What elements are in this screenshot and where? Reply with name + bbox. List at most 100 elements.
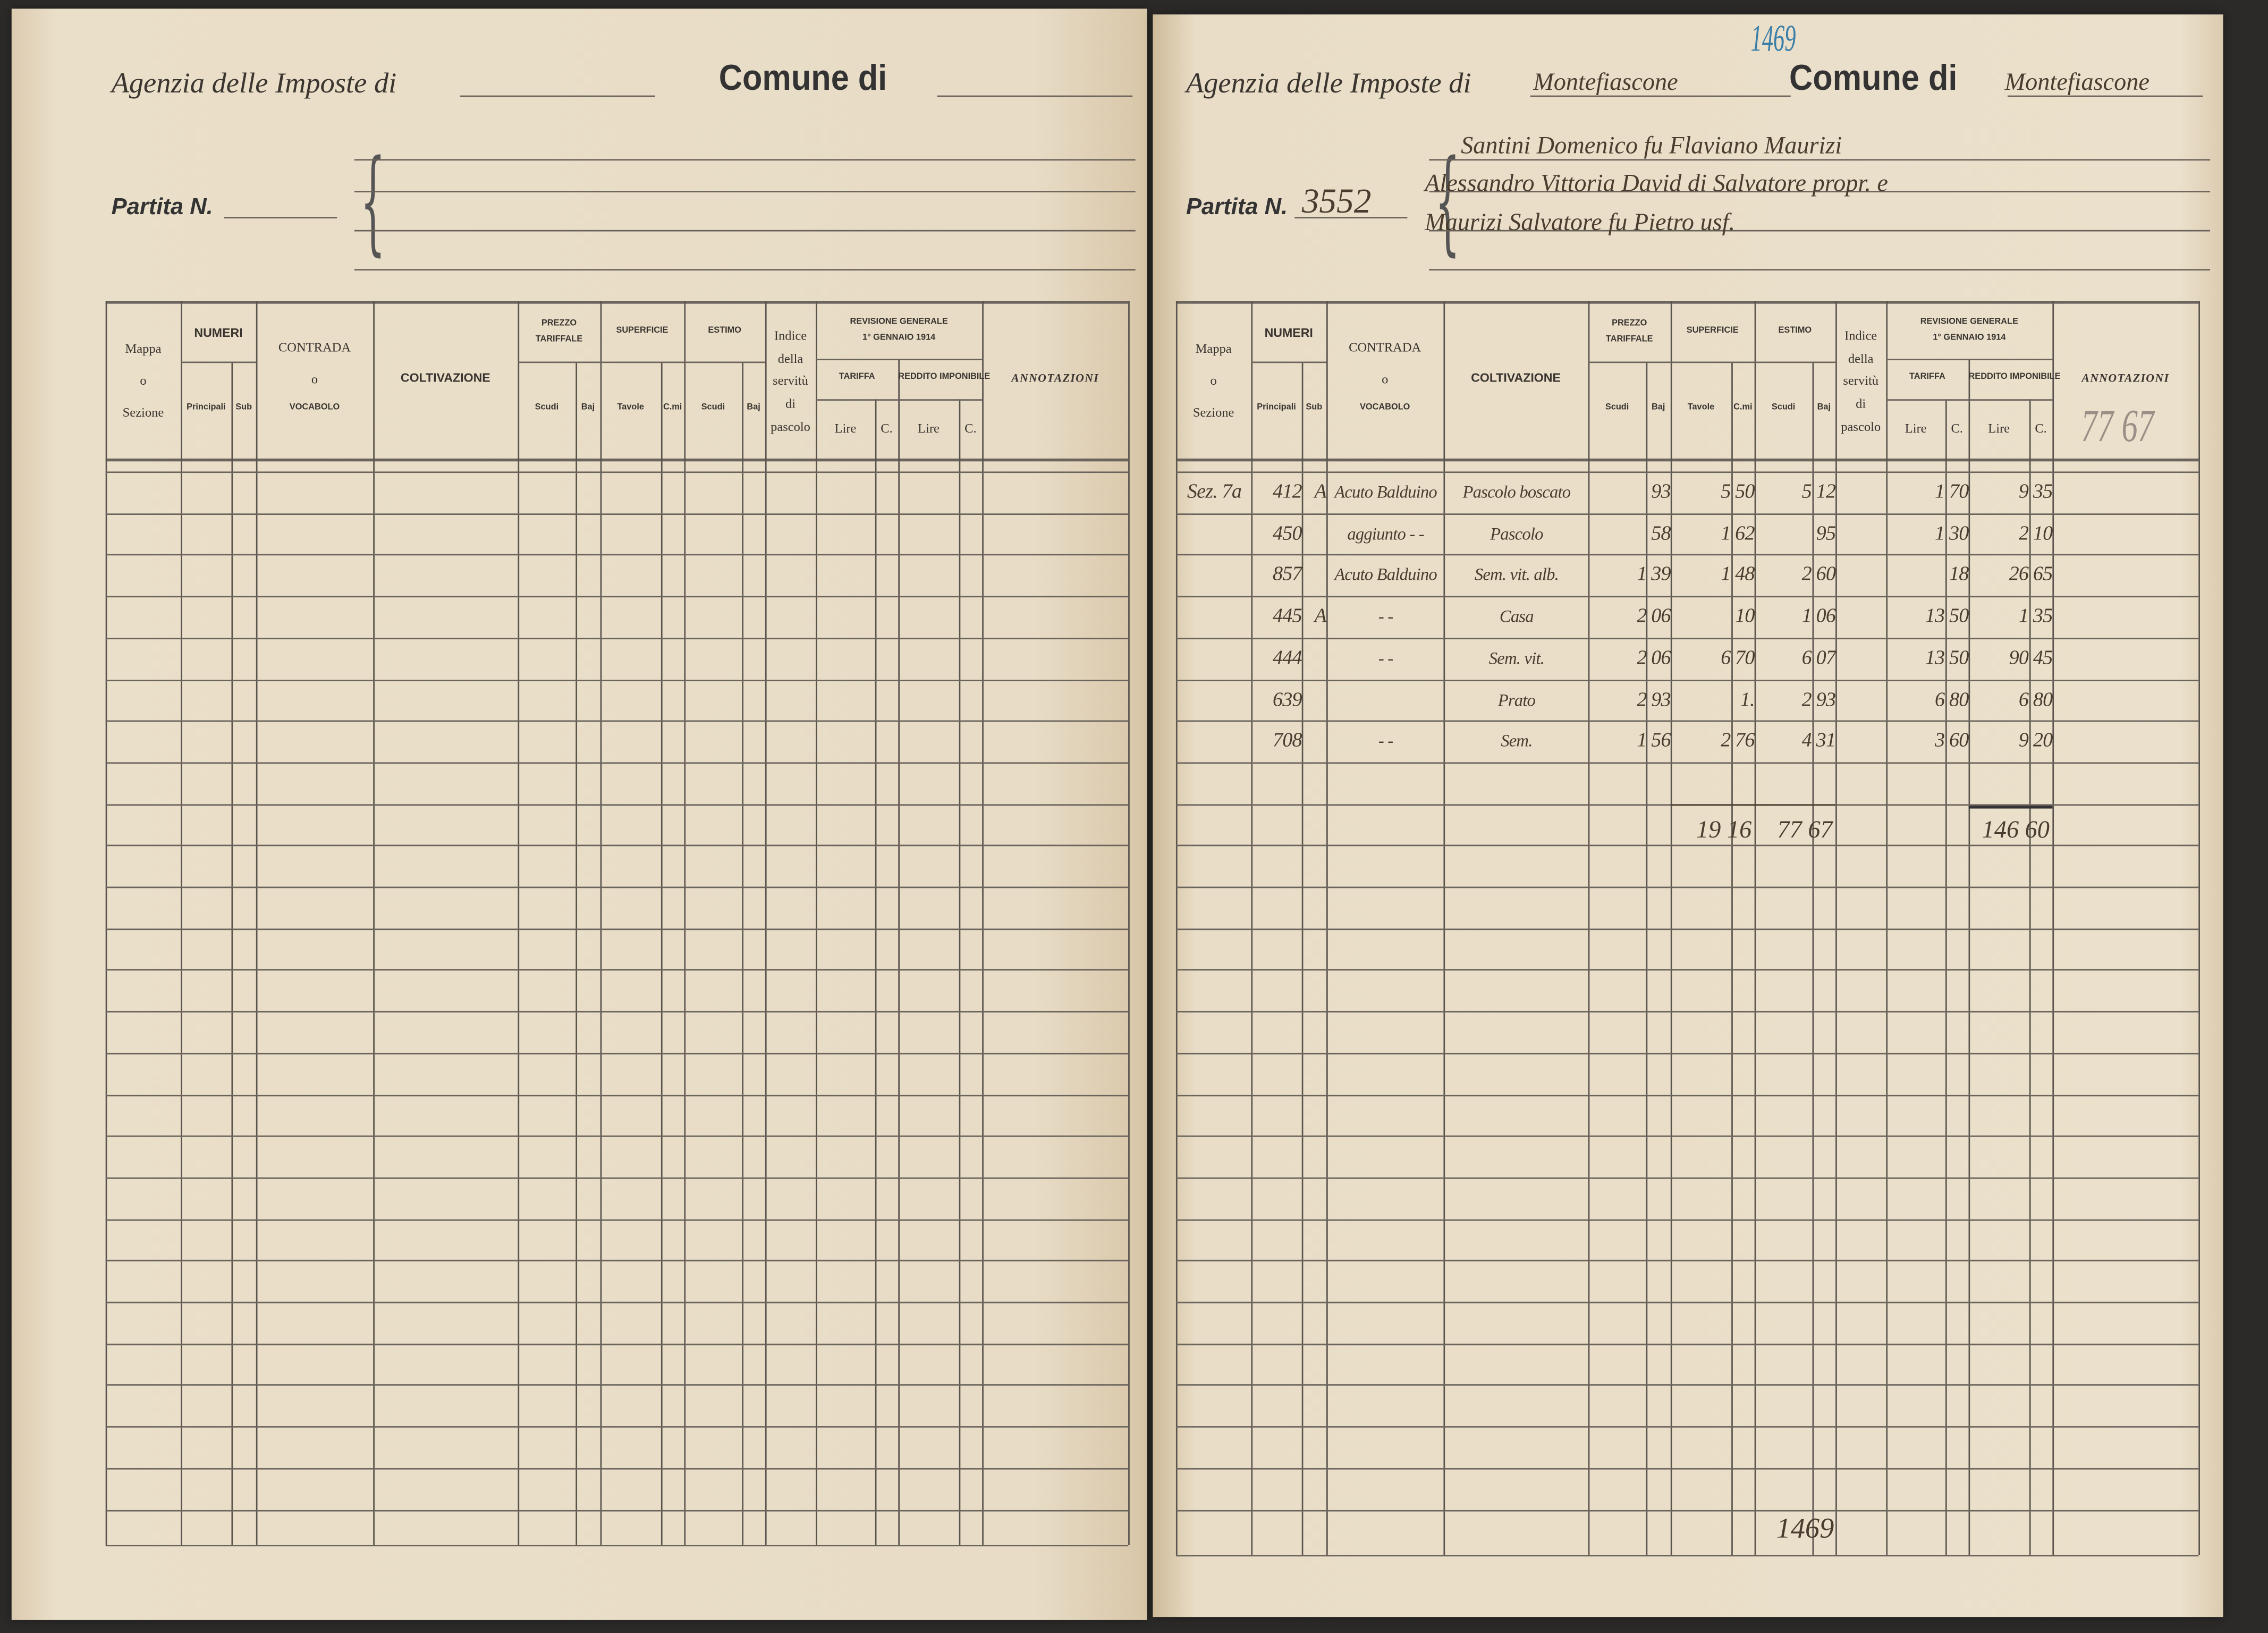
right-column-line bbox=[1588, 301, 1590, 1555]
left-partita-label: Partita N. bbox=[111, 195, 213, 220]
left-subcolumn-line bbox=[661, 361, 663, 1545]
left-header-scudi: Scudi bbox=[535, 403, 559, 412]
right-header-prezzo: TARIFFALE bbox=[1605, 335, 1653, 344]
total-superficie: 19 16 bbox=[1696, 816, 1752, 843]
left-row-line bbox=[105, 1260, 1129, 1262]
stamp-number: 1469 bbox=[1750, 17, 1796, 60]
table-cell-estimo: 6 07 bbox=[1801, 647, 1836, 670]
left-row-line bbox=[105, 928, 1129, 930]
right-header-sub: Sub bbox=[1306, 403, 1323, 412]
table-cell-estimo: 2 93 bbox=[1801, 689, 1836, 711]
right-header-baj: Baj bbox=[1651, 403, 1665, 412]
right-subcolumn-line bbox=[1812, 361, 1814, 1555]
right-row-line bbox=[1175, 1136, 2199, 1137]
left-column-line bbox=[373, 301, 375, 1545]
table-cell-sub: A bbox=[1314, 606, 1326, 628]
right-comune-label: Comune di bbox=[1789, 57, 1958, 99]
right-row-line bbox=[1175, 637, 2199, 639]
left-header-contrada: VOCABOLO bbox=[289, 403, 340, 412]
left-row-line bbox=[105, 471, 1129, 473]
left-header-annotazioni: ANNOTAZIONI bbox=[1011, 371, 1099, 385]
table-cell-contrada: aggiunto - - bbox=[1347, 523, 1424, 544]
left-header-c: C. bbox=[964, 421, 977, 436]
left-header-contrada: o bbox=[311, 371, 318, 386]
left-comune-line bbox=[937, 95, 1133, 97]
table-cell-prezzo: 58 bbox=[1651, 523, 1671, 545]
left-header-scudi: Scudi bbox=[701, 403, 725, 412]
left-column-line bbox=[256, 301, 258, 1545]
left-agency-line bbox=[460, 95, 656, 97]
left-header-c: C. bbox=[881, 421, 893, 436]
left-agency-label: Agenzia delle Imposte di bbox=[111, 67, 397, 100]
left-header-contrada: CONTRADA bbox=[278, 340, 351, 354]
table-cell-superficie: 2 76 bbox=[1721, 731, 1755, 752]
left-row-line bbox=[105, 554, 1129, 556]
table-cell-contrada: Acuto Balduino bbox=[1334, 481, 1437, 502]
table-cell-tariffa: 13 50 bbox=[1925, 606, 1969, 628]
left-subcolumn-line bbox=[576, 361, 578, 1545]
table-cell-coltivazione: Prato bbox=[1497, 689, 1536, 710]
table-cell-sub: A bbox=[1314, 481, 1326, 504]
right-column-line bbox=[1886, 301, 1888, 1555]
right-header-indice: Indice bbox=[1844, 328, 1877, 343]
left-owner-line bbox=[354, 159, 1136, 161]
right-header-c: C. bbox=[2035, 421, 2047, 436]
left-header-prezzo: PREZZO bbox=[541, 319, 577, 328]
right-header-indice: della bbox=[1848, 351, 1874, 366]
left-header-reddito: REDDITO IMPONIBILE bbox=[898, 373, 991, 382]
owner-line-text: Maurizi Salvatore fu Pietro usf. bbox=[1425, 208, 1736, 236]
right-header-contrada: CONTRADA bbox=[1349, 340, 1421, 354]
left-column-line bbox=[765, 301, 767, 1545]
left-header-prezzo: TARIFFALE bbox=[535, 335, 583, 344]
right-header-cmi: C.mi bbox=[1733, 403, 1753, 412]
right-row-line bbox=[1175, 886, 2199, 889]
left-owner-line bbox=[354, 191, 1136, 193]
table-cell-coltivazione: Pascolo boscato bbox=[1462, 481, 1571, 502]
left-owner-brace: { bbox=[360, 137, 386, 268]
left-header-estimo: ESTIMO bbox=[708, 327, 741, 336]
table-cell-tariffa: 1 70 bbox=[1935, 481, 1969, 504]
left-row-line bbox=[105, 1136, 1129, 1137]
total-estimo: 77 67 bbox=[1777, 816, 1833, 843]
right-header-divider bbox=[1251, 361, 1326, 363]
right-row-line bbox=[1175, 969, 2199, 971]
right-header-scudi: Scudi bbox=[1605, 403, 1629, 412]
table-cell-prezzo: 2 06 bbox=[1637, 647, 1671, 670]
right-row-line bbox=[1175, 513, 2199, 515]
left-row-line bbox=[105, 1177, 1129, 1179]
right-header-scudi: Scudi bbox=[1771, 403, 1796, 412]
right-header-mappa: Sezione bbox=[1192, 405, 1234, 420]
right-owner-line bbox=[1429, 230, 2211, 232]
table-cell-coltivazione: Sem. vit. bbox=[1488, 647, 1545, 668]
left-row-line bbox=[105, 886, 1129, 889]
left-column-line bbox=[518, 301, 520, 1545]
left-header-divider bbox=[518, 361, 765, 363]
right-agency-line bbox=[1530, 95, 1791, 97]
left-row-line bbox=[105, 1219, 1129, 1221]
left-header-tavole: Tavole bbox=[617, 403, 645, 412]
right-subcolumn-line bbox=[1968, 359, 1970, 1555]
table-cell-prezzo: 1 39 bbox=[1637, 564, 1671, 587]
right-header-coltivazione: COLTIVAZIONE bbox=[1471, 370, 1561, 385]
right-header-prezzo: PREZZO bbox=[1612, 319, 1647, 328]
table-cell-reddito: 90 45 bbox=[2009, 647, 2053, 670]
left-header-mappa: o bbox=[140, 373, 147, 388]
left-column-line bbox=[982, 301, 984, 1545]
left-row-line bbox=[105, 1343, 1129, 1345]
left-subcolumn-line bbox=[959, 399, 961, 1545]
left-header-principali: Principali bbox=[187, 403, 226, 412]
left-row-line bbox=[105, 1052, 1129, 1054]
right-header-tariffa: TARIFFA bbox=[1909, 373, 1945, 382]
left-row-line bbox=[105, 1384, 1129, 1386]
table-cell-tariffa: 18 bbox=[1949, 564, 1969, 587]
left-header-lire: Lire bbox=[834, 421, 857, 436]
right-subcolumn-line bbox=[2029, 399, 2031, 1555]
table-cell-reddito: 6 80 bbox=[2018, 689, 2053, 711]
right-column-line bbox=[2052, 301, 2054, 1555]
right-partita-line bbox=[1294, 217, 1408, 219]
right-row-line bbox=[1175, 1260, 2199, 1262]
right-column-line bbox=[1251, 301, 1253, 1555]
right-comune-line bbox=[2007, 95, 2203, 97]
left-row-line bbox=[105, 969, 1129, 971]
table-cell-estimo: 5 12 bbox=[1801, 481, 1836, 504]
